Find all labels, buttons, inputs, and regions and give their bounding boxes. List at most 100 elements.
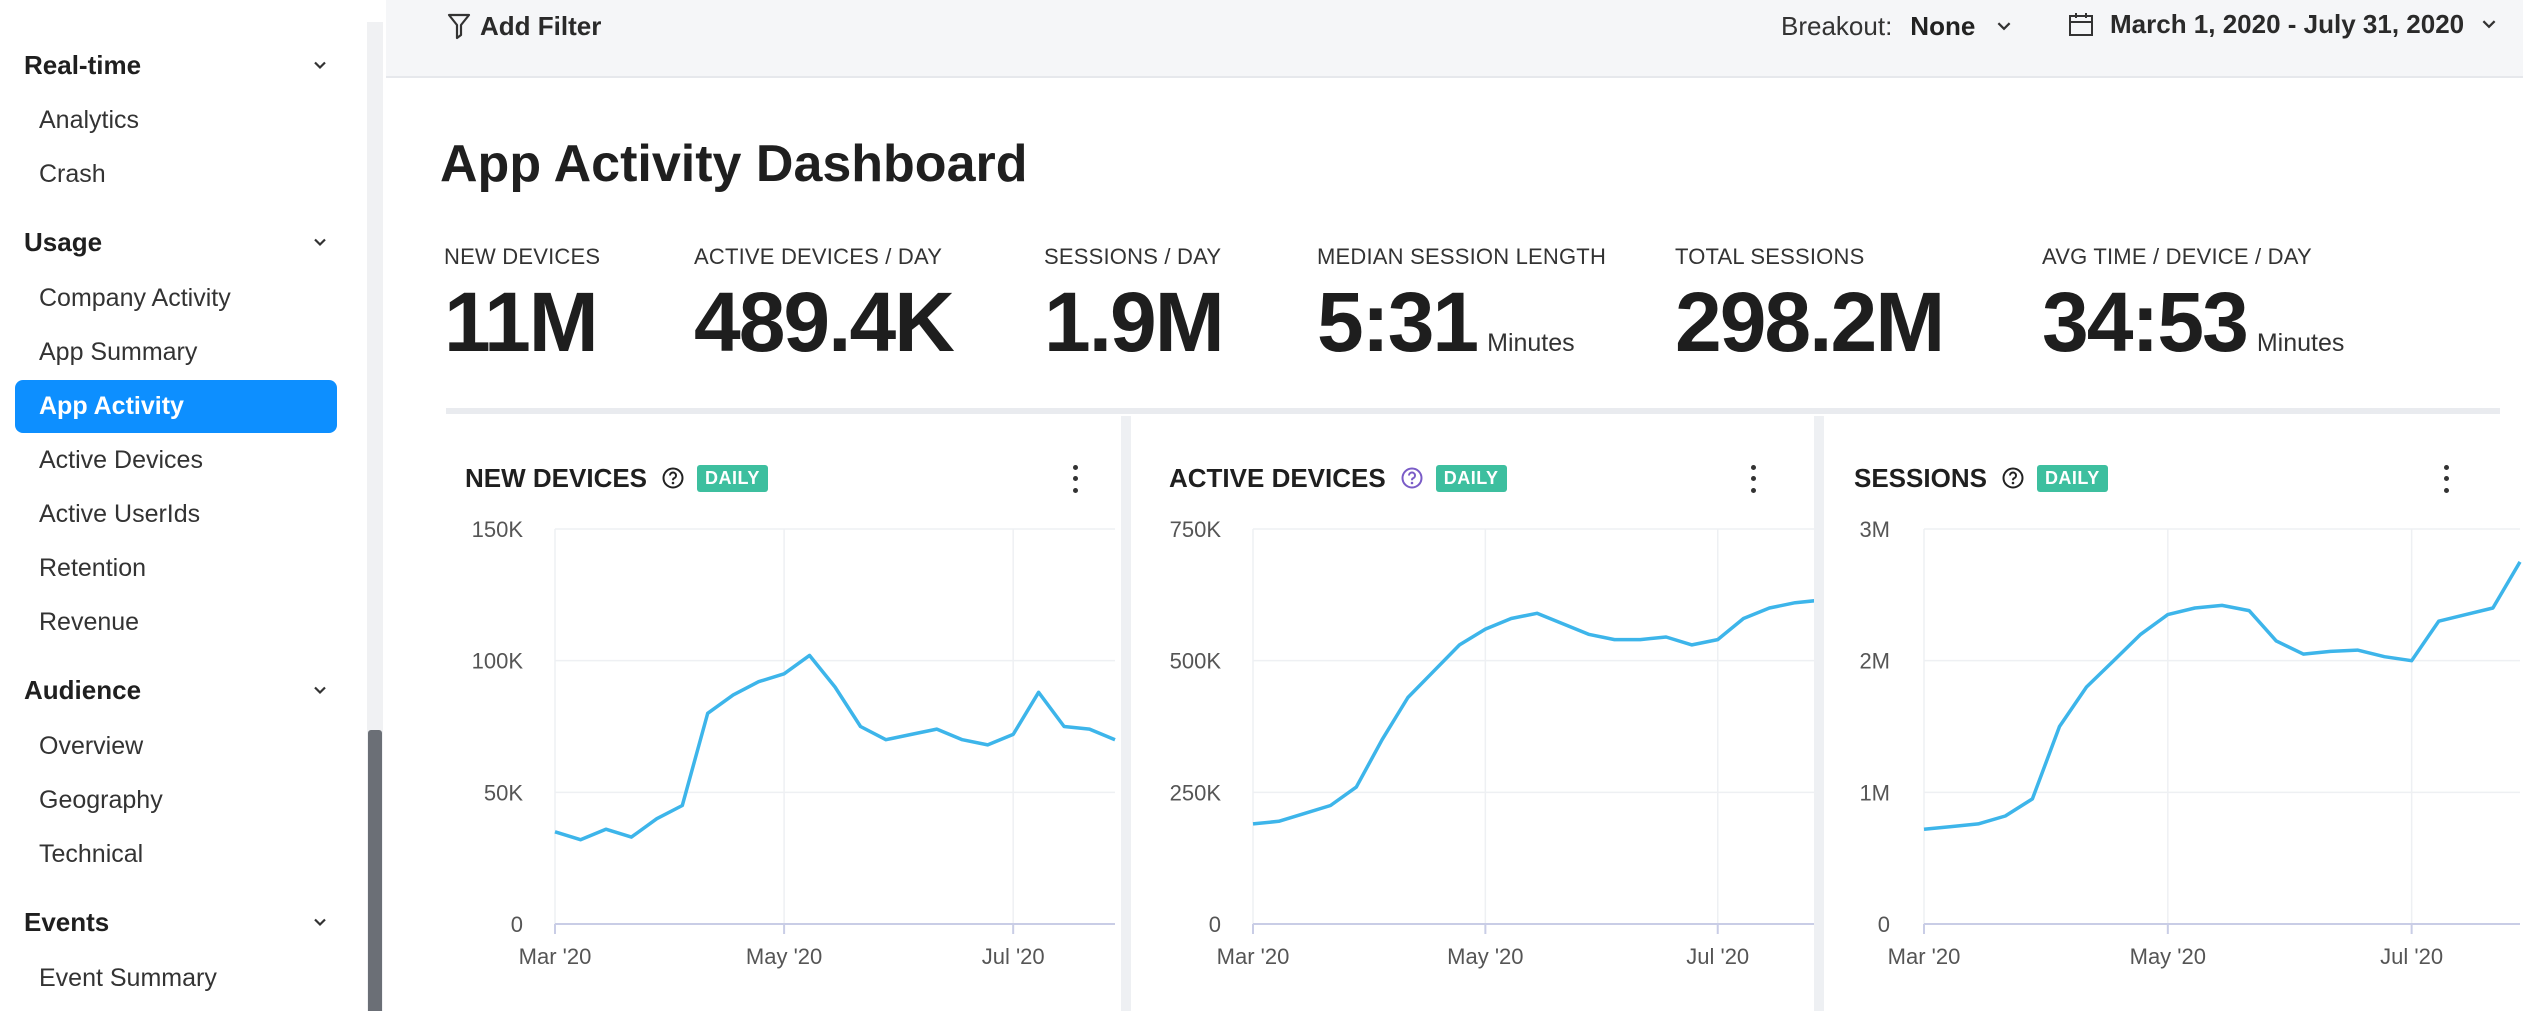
nav-section-label: Usage	[24, 226, 103, 257]
help-icon[interactable]	[661, 466, 685, 490]
help-icon[interactable]	[2001, 466, 2025, 490]
y-tick-label: 750K	[1170, 517, 1222, 542]
card-title: NEW DEVICES	[465, 462, 648, 493]
y-tick-label: 2M	[1859, 649, 1890, 674]
stat-value: 1.9M	[1044, 275, 1225, 369]
nav-section-usage[interactable]: Usage	[24, 222, 334, 262]
stat-total-sessions: TOTAL SESSIONS 298.2M	[1675, 244, 1945, 371]
help-icon[interactable]	[1400, 466, 1424, 490]
sidebar-item-company-activity[interactable]: Company Activity	[39, 284, 231, 312]
calendar-icon	[2069, 13, 2093, 36]
stat-label: ACTIVE DEVICES / DAY	[694, 244, 943, 269]
add-filter-button[interactable]: Add Filter	[446, 8, 601, 44]
stat-sessions-per-day: SESSIONS / DAY 1.9M	[1044, 244, 1225, 371]
stat-value: 489.4K	[694, 275, 955, 369]
sidebar-item-event-summary[interactable]: Event Summary	[39, 964, 217, 992]
x-tick-label: Mar '20	[519, 944, 592, 969]
chevron-down-icon	[312, 914, 328, 930]
stats-divider	[446, 408, 2500, 414]
nav-section-real-time[interactable]: Real-time	[24, 45, 334, 85]
chevron-down-icon	[1995, 11, 2013, 42]
daily-badge: DAILY	[2036, 464, 2108, 492]
x-tick-label: Mar '20	[1217, 944, 1290, 969]
sidebar-item-active-devices[interactable]: Active Devices	[39, 446, 203, 474]
sidebar-item-revenue[interactable]: Revenue	[39, 608, 140, 636]
filter-icon	[447, 13, 471, 40]
sidebar-item-technical[interactable]: Technical	[39, 840, 144, 868]
y-tick-label: 0	[1209, 912, 1221, 937]
y-tick-label: 0	[511, 912, 523, 937]
sidebar-item-app-activity[interactable]: App Activity	[15, 380, 337, 433]
stat-label: SESSIONS / DAY	[1044, 244, 1222, 269]
y-tick-label: 50K	[484, 780, 523, 805]
stat-label: TOTAL SESSIONS	[1675, 244, 1865, 269]
filter-bar: Add Filter Breakout: None March 1, 2020 …	[386, 0, 2523, 78]
y-tick-label: 0	[1878, 912, 1890, 937]
nav-section-audience[interactable]: Audience	[24, 670, 334, 710]
page-title: App Activity Dashboard	[440, 135, 1028, 193]
stat-avg-time-per-device: AVG TIME / DEVICE / DAY 34:53 Minutes	[2042, 244, 2344, 371]
x-tick-label: May '20	[2130, 944, 2206, 969]
chevron-down-icon	[312, 682, 328, 698]
x-tick-label: Jul '20	[982, 944, 1045, 969]
chart-card-sessions: SESSIONS DAILY 0 1M 2M 3M Mar '20 May '20 Jul …	[1824, 416, 2523, 1011]
x-tick-label: Jul '20	[2380, 944, 2443, 969]
sidebar-item-overview[interactable]: Overview	[39, 732, 144, 760]
sidebar-item-crash[interactable]: Crash	[39, 160, 106, 188]
chart-sessions: 0 1M 2M 3M Mar '20 May '20 Jul '20	[1859, 517, 2522, 969]
chart-active-devices: 0 250K 500K 750K Mar '20 May '20 Jul '20	[1170, 517, 1814, 969]
y-tick-label: 500K	[1170, 649, 1222, 674]
chart-card-new-devices: NEW DEVICES DAILY 0 50K 100K 150K Mar '20 May…	[445, 416, 1121, 1011]
sidebar-item-analytics[interactable]: Analytics	[39, 106, 140, 134]
sidebar-item-active-userids[interactable]: Active UserIds	[39, 500, 201, 528]
daily-badge: DAILY	[697, 464, 768, 492]
card-title: SESSIONS	[1854, 462, 1987, 493]
stat-active-devices-per-day: ACTIVE DEVICES / DAY 489.4K	[694, 244, 955, 371]
date-range-value: March 1, 2020 - July 31, 2020	[2110, 8, 2465, 39]
stat-value: 11M	[444, 275, 599, 369]
stat-label: NEW DEVICES	[444, 244, 601, 269]
more-options-icon[interactable]	[1065, 462, 1085, 496]
y-tick-label: 250K	[1170, 780, 1222, 805]
sidebar-item-retention[interactable]: Retention	[39, 554, 147, 582]
more-options-icon[interactable]	[2436, 462, 2456, 496]
sidebar-item-geography[interactable]: Geography	[39, 786, 163, 814]
card-separator	[1121, 416, 1131, 1011]
x-tick-label: Jul '20	[1686, 944, 1749, 969]
chart-new-devices: 0 50K 100K 150K Mar '20 May '20 Jul '20	[472, 517, 1116, 969]
x-tick-label: Mar '20	[1888, 944, 1961, 969]
breakout-label: Breakout:	[1781, 10, 1893, 41]
y-tick-label: 150K	[472, 517, 524, 542]
sidebar: Real-time Analytics Crash Usage Company …	[0, 0, 370, 1011]
nav-section-label: Real-time	[24, 49, 142, 80]
chevron-down-icon	[312, 57, 328, 73]
card-header: NEW DEVICES DAILY	[465, 456, 768, 500]
y-tick-label: 1M	[1859, 780, 1890, 805]
nav-section-label: Events	[24, 906, 110, 937]
stat-label: MEDIAN SESSION LENGTH	[1317, 244, 1607, 269]
y-tick-label: 100K	[472, 649, 524, 674]
stat-new-devices: NEW DEVICES 11M	[444, 244, 600, 371]
stat-value: 34:53	[2042, 275, 2249, 369]
stat-value: 5:31	[1317, 275, 1479, 369]
series-line[interactable]	[1252, 599, 1814, 826]
nav-section-events[interactable]: Events	[24, 902, 334, 942]
date-range-picker[interactable]: March 1, 2020 - July 31, 2020	[2068, 6, 2498, 42]
series-line[interactable]	[1923, 561, 2522, 831]
x-tick-label: May '20	[1447, 944, 1523, 969]
card-separator	[1814, 416, 1824, 1011]
sidebar-scrollbar-thumb[interactable]	[368, 730, 382, 1011]
chevron-down-icon	[312, 234, 328, 250]
card-header: SESSIONS DAILY	[1854, 456, 2108, 500]
breakout-value: None	[1910, 10, 1976, 41]
breakout-select[interactable]: Breakout: None	[1781, 8, 2013, 44]
chevron-down-icon	[2480, 9, 2498, 40]
sidebar-item-app-summary[interactable]: App Summary	[39, 338, 198, 366]
add-filter-label: Add Filter	[480, 10, 602, 41]
y-tick-label: 3M	[1859, 517, 1890, 542]
series-line[interactable]	[554, 653, 1116, 842]
stat-value: 298.2M	[1675, 275, 1945, 369]
more-options-icon[interactable]	[1743, 462, 1763, 496]
x-tick-label: May '20	[746, 944, 822, 969]
stat-unit: Minutes	[1487, 329, 1575, 357]
